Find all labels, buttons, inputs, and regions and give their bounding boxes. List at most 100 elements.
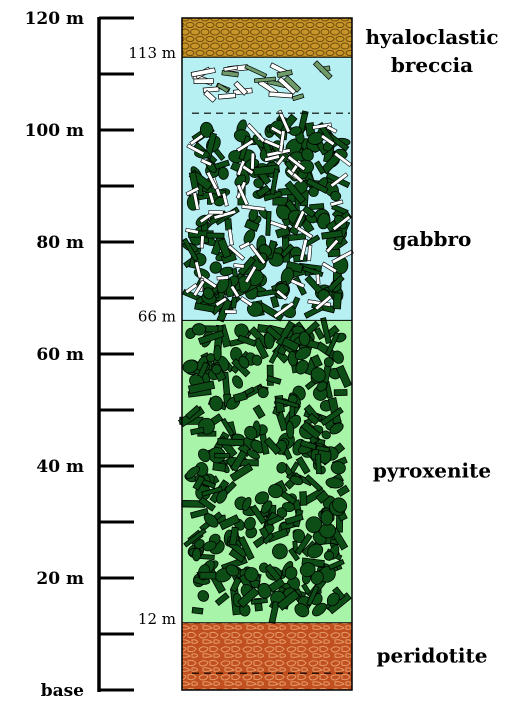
white-lath xyxy=(190,67,216,78)
plagioclase-lath xyxy=(236,183,249,206)
plagioclase-lath xyxy=(185,227,199,235)
unit-labels: 113 m 66 m 12 m peridotite pyroxenite gabbro h… xyxy=(128,25,498,667)
plagioclase-lath xyxy=(286,154,306,172)
unit-label-peridotite: peridotite xyxy=(377,643,488,667)
crystal-lath xyxy=(230,296,238,309)
scale-label: 40 m xyxy=(36,457,84,477)
layer-hyaloclastic-breccia xyxy=(182,18,352,58)
crystal-blob xyxy=(238,356,250,369)
crystal-blob xyxy=(276,507,288,518)
crystal-lath xyxy=(272,196,289,206)
crystal-lath xyxy=(232,391,248,403)
crystal-lath xyxy=(320,317,332,345)
unit-label-gabbro: gabbro xyxy=(393,227,472,251)
crystal-blob xyxy=(199,121,214,138)
green-lath xyxy=(312,60,333,81)
plagioclase-lath xyxy=(266,148,291,158)
plagioclase-lath xyxy=(192,279,206,297)
crystal-lath xyxy=(301,582,312,595)
crystal-lath xyxy=(266,375,282,385)
crystal-blob xyxy=(244,425,258,440)
crystal-lath xyxy=(218,514,241,531)
crystal-blob xyxy=(246,449,260,460)
plagioclase-lath xyxy=(325,124,338,134)
scale-label: 120 m xyxy=(25,9,84,29)
crystal-lath xyxy=(198,496,216,512)
crystal-lath xyxy=(335,364,353,389)
scale-label: 60 m xyxy=(36,345,84,365)
plagioclase-lath xyxy=(205,171,219,191)
plagioclase-lath xyxy=(208,210,224,215)
boundary-label: 113 m xyxy=(128,44,176,62)
crystal-lath xyxy=(229,526,239,546)
crystal-blob xyxy=(218,166,229,180)
plagioclase-lath xyxy=(314,294,333,311)
plagioclase-lath xyxy=(250,152,255,170)
scale-label: 80 m xyxy=(36,233,84,253)
crystal-blob xyxy=(272,543,288,560)
crystal-blob xyxy=(320,510,334,526)
plagioclase-lath xyxy=(293,209,306,230)
crystal-lath xyxy=(310,354,323,369)
crystal-lath xyxy=(280,243,295,258)
plagioclase-lath xyxy=(275,289,288,301)
crystal-lath xyxy=(313,327,325,341)
plagioclase-lath xyxy=(312,122,332,130)
crystal-lath xyxy=(265,325,283,342)
crystal-lath xyxy=(197,329,225,345)
crystal-lath xyxy=(320,406,344,427)
crystal-lath xyxy=(315,453,322,475)
crystal-blob xyxy=(332,497,348,513)
crystal-blob xyxy=(289,475,304,486)
crystal-lath xyxy=(300,421,322,440)
crystal-lath xyxy=(217,438,245,447)
crystal-blob xyxy=(323,550,335,561)
crystal-lath xyxy=(302,205,317,219)
crystal-lath xyxy=(237,256,257,276)
crystal-blob xyxy=(292,528,305,544)
boundary-label: 12 m xyxy=(138,610,176,628)
plagioclase-lath xyxy=(325,238,340,254)
crystal-lath xyxy=(315,490,330,504)
crystal-blob xyxy=(316,381,328,392)
plagioclase-lath xyxy=(292,172,304,184)
crystal-blob xyxy=(326,592,340,607)
plagioclase-lath xyxy=(189,133,205,146)
crystal-blob xyxy=(330,190,342,202)
crystal-lath xyxy=(182,237,199,262)
plagioclase-lath xyxy=(273,301,295,319)
plagioclase-lath xyxy=(246,122,266,144)
crystal-blob xyxy=(243,517,256,531)
plagioclase-lath xyxy=(320,134,336,147)
plagioclase-lath xyxy=(330,199,344,207)
plagioclase-lath xyxy=(290,278,306,289)
crystal-lath xyxy=(214,592,230,607)
green-lath xyxy=(216,82,230,94)
crystal-blob xyxy=(194,539,205,550)
crystal-lath xyxy=(252,404,266,420)
plagioclase-lath xyxy=(241,204,266,212)
plagioclase-lath xyxy=(236,138,255,153)
crystal-blob xyxy=(211,364,222,375)
crystal-lath xyxy=(315,445,331,453)
crystal-lath xyxy=(269,168,280,195)
crystal-blob xyxy=(216,489,228,504)
crystal-lath xyxy=(284,180,307,205)
plagioclase-lath xyxy=(263,154,281,163)
crystal-blob xyxy=(232,375,243,389)
plagioclase-lath xyxy=(227,228,234,246)
crystal-blob xyxy=(209,395,224,412)
scale-label: 100 m xyxy=(25,121,84,141)
plagioclase-lath xyxy=(248,243,267,265)
crystal-lath xyxy=(281,336,300,352)
crystal-lath xyxy=(250,597,268,605)
crystal-lath xyxy=(274,397,300,409)
crystal-lath xyxy=(187,380,216,395)
crystal-blob xyxy=(202,540,217,552)
crystal-lath xyxy=(295,456,311,475)
white-lath xyxy=(217,92,237,100)
white-lath xyxy=(233,80,249,96)
plagioclase-lath xyxy=(199,235,205,249)
